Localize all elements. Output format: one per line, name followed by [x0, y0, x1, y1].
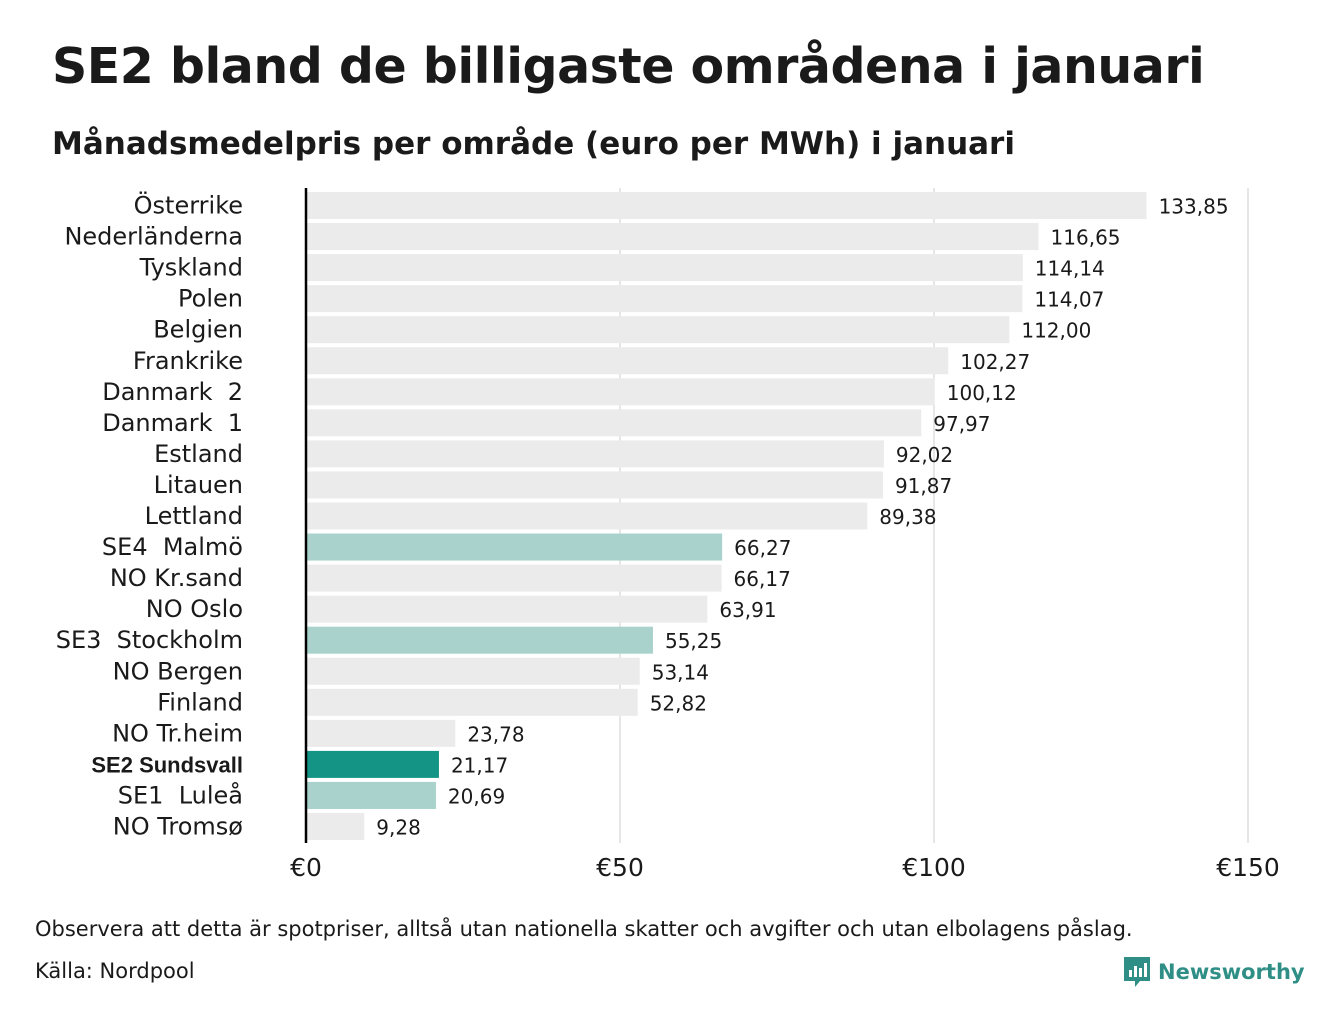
category-label: Tyskland	[139, 254, 243, 282]
category-label: NO Tromsø	[113, 813, 243, 841]
category-label: NO Kr.sand	[110, 564, 243, 592]
category-labels: Österrike Nederländerna Tyskland Polen Belgi…	[56, 191, 243, 841]
category-label: Nederländerna	[64, 223, 243, 251]
bar	[306, 192, 1147, 219]
category-label: Estland	[154, 440, 243, 468]
bar	[306, 750, 439, 778]
category-label: NO Oslo	[146, 595, 243, 623]
chart-title: SE2 bland de billigaste områdena i janua…	[52, 38, 1205, 95]
bar-chart: Österrike Nederländerna Tyskland Polen Belgi…	[56, 188, 1280, 882]
bar	[306, 657, 640, 685]
bars	[306, 192, 1147, 840]
category-label: Belgien	[153, 316, 243, 344]
category-label: NO Tr.heim	[112, 719, 243, 747]
category-label: Danmark 1	[102, 409, 243, 437]
bar	[306, 285, 1023, 313]
category-label: NO Bergen	[113, 657, 243, 685]
x-tick-label: €100	[902, 853, 966, 882]
value-label: 114,07	[1034, 288, 1104, 312]
value-label: 55,25	[665, 629, 722, 653]
category-label: Finland	[157, 688, 243, 716]
bar	[306, 254, 1023, 282]
category-label: SE1 Luleå	[118, 780, 243, 809]
category-label: Österrike	[134, 191, 243, 220]
value-label: 92,02	[896, 443, 953, 467]
bar	[306, 347, 949, 375]
bar	[306, 719, 456, 747]
chart-bubble-icon	[1124, 957, 1150, 987]
category-label: SE3 Stockholm	[56, 626, 243, 654]
bar	[306, 781, 436, 809]
bar	[306, 688, 638, 716]
category-label: Polen	[178, 285, 243, 313]
value-label: 20,69	[448, 784, 505, 808]
category-label: Litauen	[154, 471, 243, 499]
bar	[306, 440, 884, 468]
value-label: 91,87	[895, 474, 952, 498]
source-note: Källa: Nordpool	[35, 959, 195, 983]
x-tick-label: €50	[596, 853, 644, 882]
bar	[306, 409, 922, 437]
footnote: Observera att detta är spotpriser, allts…	[35, 917, 1133, 941]
bar	[306, 533, 723, 561]
value-label: 66,17	[734, 567, 791, 591]
value-labels: 133,85 116,65 114,14 114,07 112,00 102,27 100,…	[376, 195, 1228, 840]
x-tick-label: €150	[1216, 853, 1280, 882]
value-label: 97,97	[933, 412, 990, 436]
category-label: Danmark 2	[102, 378, 243, 406]
value-label: 63,91	[719, 598, 776, 622]
bar	[306, 378, 935, 406]
value-label: 112,00	[1021, 319, 1091, 343]
value-label: 114,14	[1035, 257, 1105, 281]
category-label: Frankrike	[133, 347, 243, 375]
bar	[306, 471, 883, 499]
value-label: 23,78	[467, 722, 524, 746]
logo-text: Newsworthy	[1158, 960, 1305, 984]
value-label: 100,12	[947, 381, 1017, 405]
x-axis-ticks: €0 €50 €100 €150	[290, 853, 1280, 882]
category-label: Lettland	[145, 502, 243, 530]
value-label: 9,28	[376, 816, 421, 840]
value-label: 116,65	[1051, 226, 1121, 250]
chart-subtitle: Månadsmedelpris per område (euro per MWh…	[52, 126, 1015, 162]
category-label: SE4 Malmö	[102, 533, 243, 561]
category-label: SE2 Sundsvall	[91, 752, 243, 777]
value-label: 133,85	[1159, 195, 1229, 219]
value-label: 53,14	[652, 660, 709, 684]
value-label: 66,27	[734, 536, 791, 560]
x-tick-label: €0	[290, 853, 322, 882]
bar	[306, 595, 708, 623]
bar	[306, 813, 365, 840]
bar	[306, 502, 868, 530]
value-label: 102,27	[960, 350, 1030, 374]
bar	[306, 316, 1010, 344]
bar	[306, 223, 1039, 251]
bar	[306, 626, 653, 654]
bar	[306, 564, 722, 592]
value-label: 21,17	[451, 753, 508, 777]
newsworthy-logo: Newsworthy	[1122, 955, 1305, 989]
value-label: 52,82	[650, 691, 707, 715]
value-label: 89,38	[879, 505, 936, 529]
